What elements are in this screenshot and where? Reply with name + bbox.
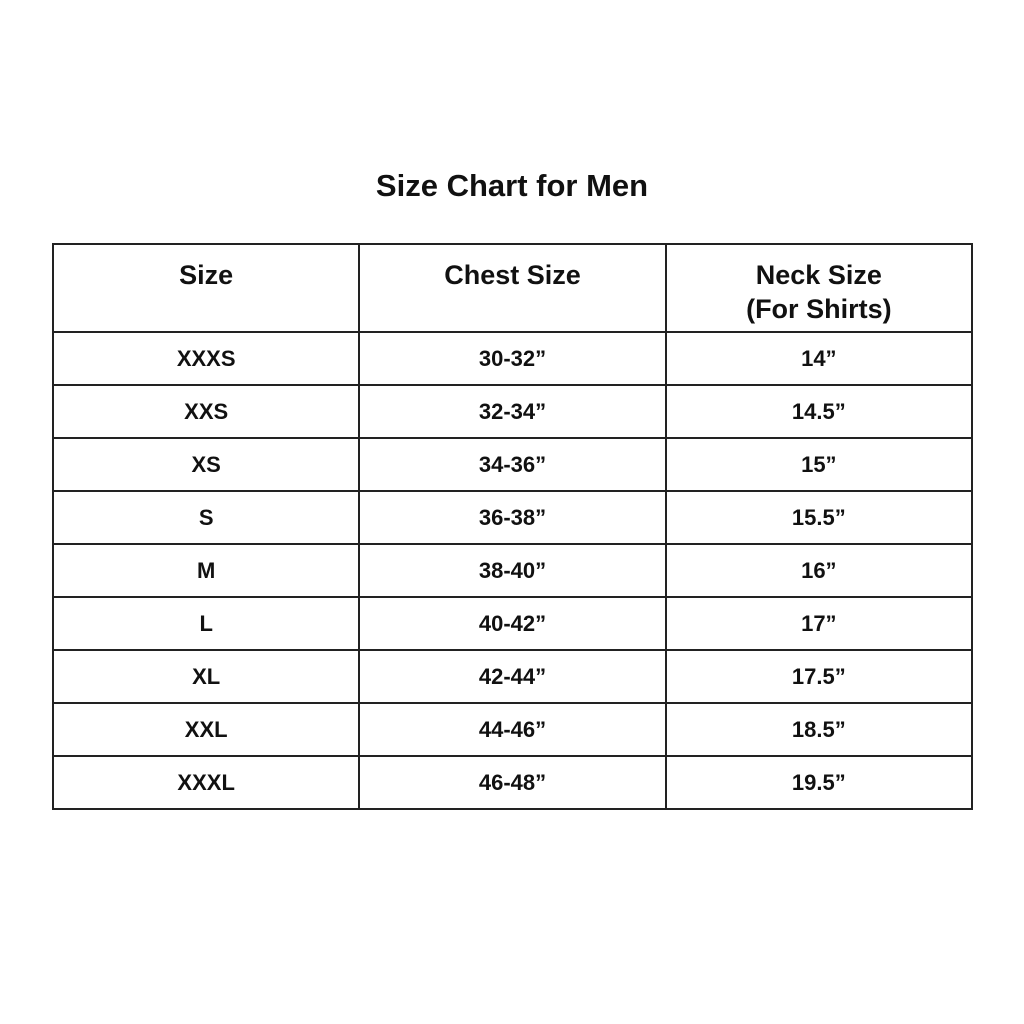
cell-neck-size: 16” — [664, 543, 974, 598]
page-title: Size Chart for Men — [375, 168, 649, 203]
cell-neck-size: 18.5” — [664, 702, 974, 757]
cell-size: XL — [51, 649, 361, 704]
table-row: XXXL 46-48” 19.5” — [51, 755, 974, 810]
cell-neck-size: 17.5” — [664, 649, 974, 704]
cell-chest-size: 46-48” — [358, 755, 667, 810]
size-chart-table: Size Chest Size Neck Size (For Shirts) XX… — [51, 243, 974, 810]
cell-neck-size: 14” — [664, 331, 974, 386]
cell-size: XS — [51, 437, 361, 492]
cell-chest-size: 42-44” — [358, 649, 667, 704]
header-chest-size: Chest Size — [358, 243, 667, 333]
header-label: Chest Size — [444, 260, 581, 290]
table-row: XXS 32-34” 14.5” — [51, 384, 974, 439]
cell-size: M — [51, 543, 361, 598]
cell-size: XXXS — [51, 331, 361, 386]
header-size: Size — [51, 243, 361, 333]
cell-size: S — [51, 490, 361, 545]
table-row: XS 34-36” 15” — [51, 437, 974, 492]
cell-chest-size: 34-36” — [358, 437, 667, 492]
cell-chest-size: 32-34” — [358, 384, 667, 439]
header-sublabel: (For Shirts) — [746, 294, 892, 324]
header-label: Size — [179, 260, 234, 290]
cell-neck-size: 15” — [664, 437, 974, 492]
table-row: L 40-42” 17” — [51, 596, 974, 651]
table-row: M 38-40” 16” — [51, 543, 974, 598]
header-row: Size Chest Size Neck Size (For Shirts) — [51, 243, 974, 333]
cell-size: L — [51, 596, 361, 651]
header-neck-size: Neck Size (For Shirts) — [664, 243, 974, 333]
table-row: XXL 44-46” 18.5” — [51, 702, 974, 757]
cell-size: XXL — [51, 702, 361, 757]
cell-neck-size: 17” — [664, 596, 974, 651]
cell-neck-size: 15.5” — [664, 490, 974, 545]
cell-chest-size: 40-42” — [358, 596, 667, 651]
header-label: Neck Size — [755, 260, 882, 290]
table-row: XL 42-44” 17.5” — [51, 649, 974, 704]
cell-neck-size: 14.5” — [664, 384, 974, 439]
cell-chest-size: 30-32” — [358, 331, 667, 386]
table-row: S 36-38” 15.5” — [51, 490, 974, 545]
cell-size: XXXL — [51, 755, 361, 810]
table-row: XXXS 30-32” 14” — [51, 331, 974, 386]
cell-size: XXS — [51, 384, 361, 439]
cell-chest-size: 44-46” — [358, 702, 667, 757]
cell-neck-size: 19.5” — [664, 755, 974, 810]
cell-chest-size: 36-38” — [358, 490, 667, 545]
cell-chest-size: 38-40” — [358, 543, 667, 598]
